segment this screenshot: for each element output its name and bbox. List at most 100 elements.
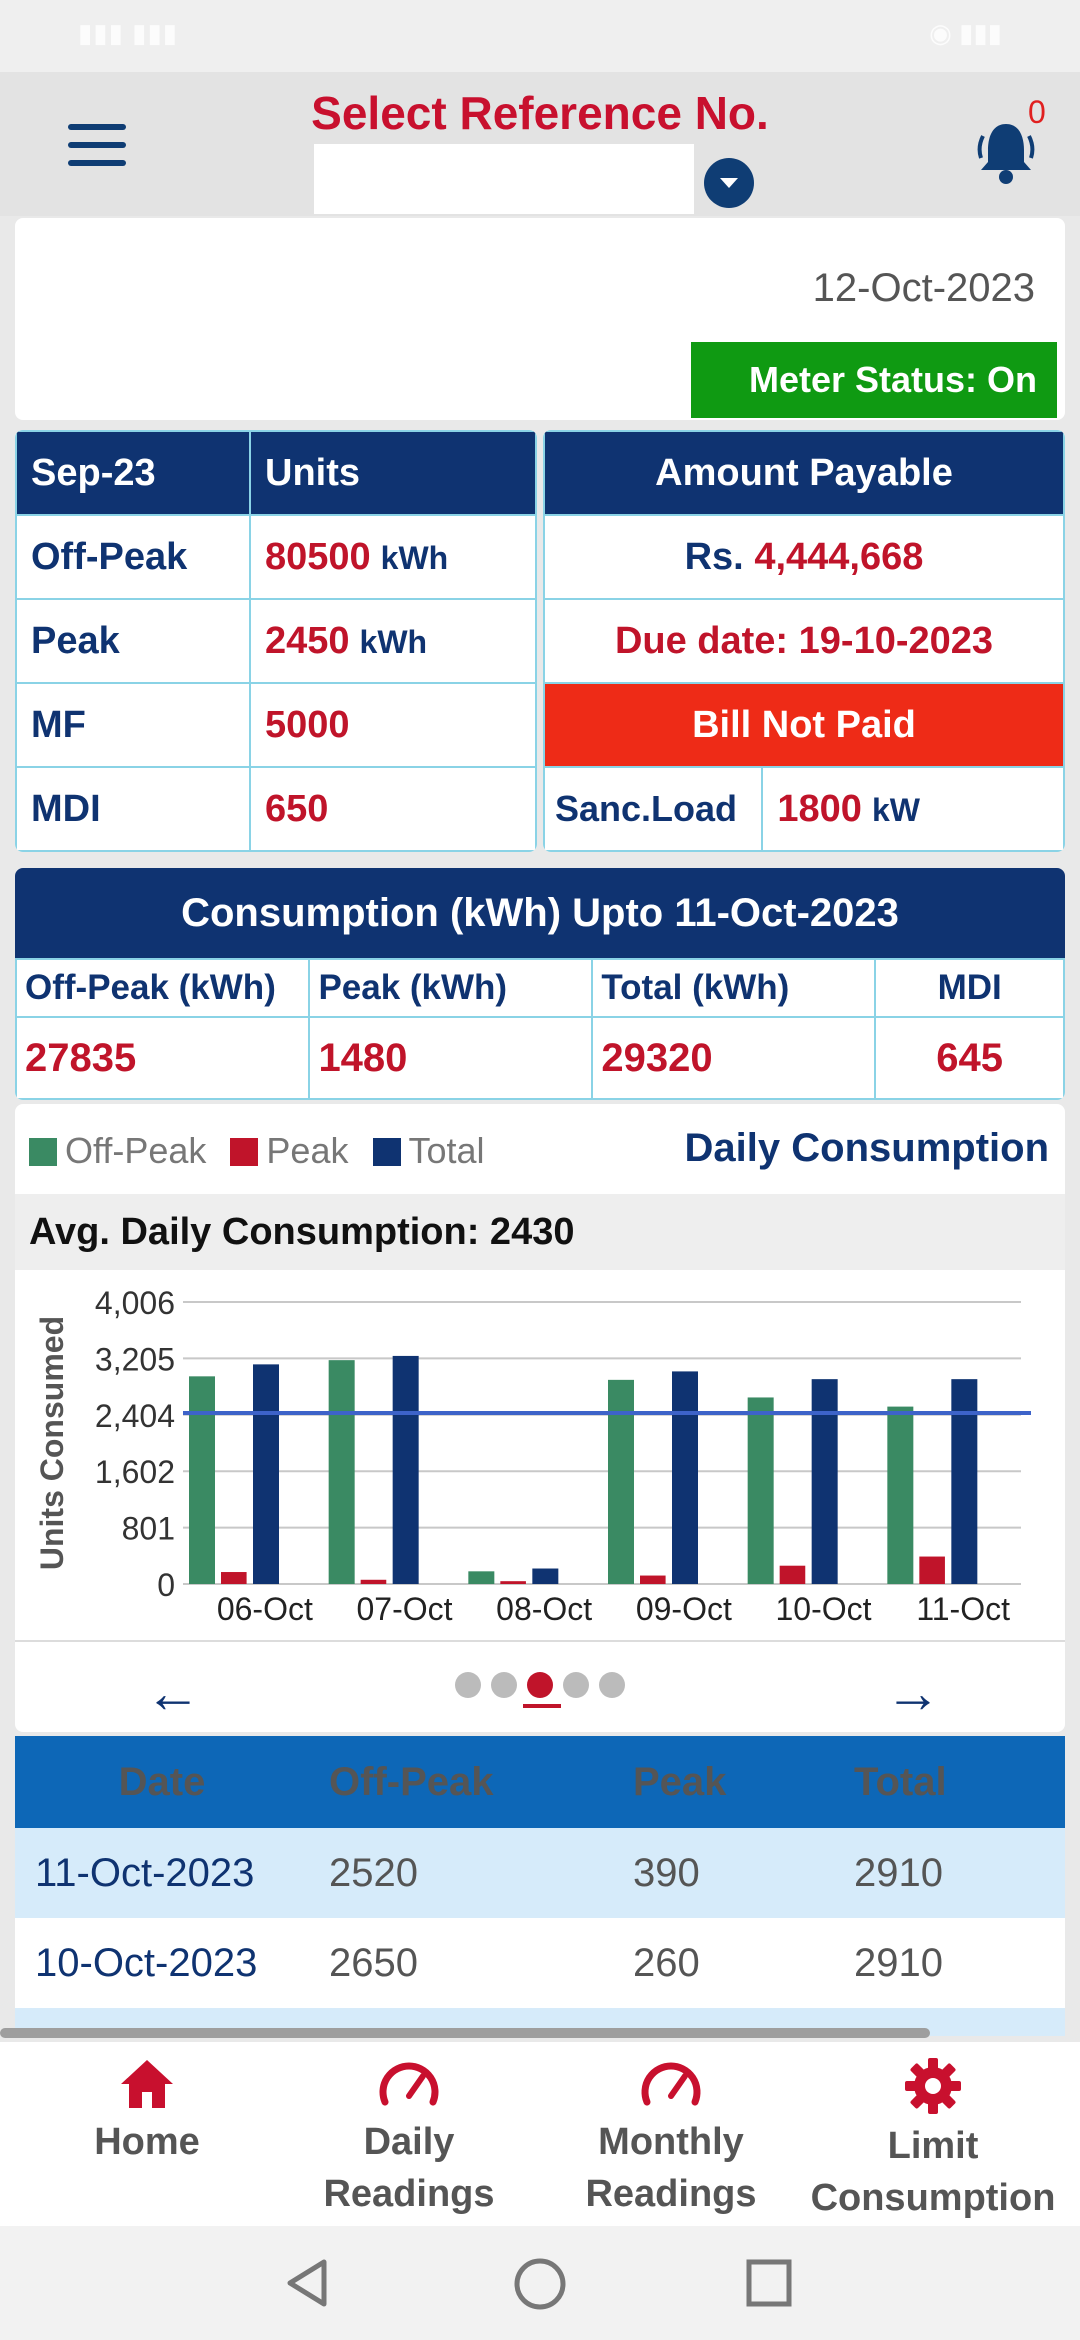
bill-status-badge: Bill Not Paid [543,682,1065,768]
nav-label: Home [94,2121,200,2163]
active-page-underline [523,1704,561,1708]
amount-header: Amount Payable [543,430,1065,516]
page-title: Select Reference No. [311,87,769,139]
home-icon [121,2060,173,2108]
daily-readings-table: Date Off-Peak Peak Total 11-Oct-2023 252… [15,1736,1065,2036]
x-tick-label: 09-Oct [636,1591,732,1627]
daily-consumption-link[interactable]: Daily Consumption [684,1126,1049,1170]
daily-consumption-chart: 0 801 1,602 2,404 3,205 4,006 Units Consumed 06… [34,1285,1031,1627]
bar-total [951,1379,978,1584]
legend-item: Total [372,1130,485,1171]
legend-item: Off-Peak [29,1130,206,1171]
page-dot[interactable] [563,1672,589,1698]
gauge-icon [379,2062,439,2106]
nav-monthly-readings[interactable]: Monthly Readings [546,2056,796,2220]
table-row[interactable]: 10-Oct-2023 2650 260 2910 [15,1918,1065,2008]
bar-total [532,1568,559,1584]
row-total: 2910 [834,1828,1065,1918]
y-tick-label: 1,602 [95,1454,175,1490]
bar-peak [919,1556,945,1584]
status-icons: ◉ ▮▮▮ [929,18,1002,48]
units-row-value: 80500 kWh [249,514,537,600]
legend-item: Peak [230,1130,348,1171]
y-tick-label: 4,006 [95,1285,175,1321]
consumption-header: Peak (kWh) [308,958,594,1018]
nav-limit-consumption[interactable]: Limit Consumption [808,2056,1058,2224]
bar-peak [640,1575,666,1584]
page-dot[interactable] [599,1672,625,1698]
units-row-value: 2450 kWh [249,598,537,684]
nav-daily-readings[interactable]: Daily Readings [284,2056,534,2220]
consumption-header: MDI [874,958,1065,1018]
status-bar: ▮▮▮ ▮▮▮ ◉ ▮▮▮ [0,0,1080,72]
row-peak: 260 [633,1940,700,1985]
nav-home[interactable]: Home [22,2056,272,2168]
chevron-down-icon[interactable] [704,158,754,208]
bar-offpeak [608,1379,634,1584]
nav-label: Monthly [598,2121,744,2163]
units-row-label: MDI [15,766,251,852]
sanc-load-label: Sanc.Load [543,766,764,852]
bar-peak [500,1581,526,1584]
consumption-title: Consumption (kWh) Upto 11-Oct-2023 [15,868,1065,958]
daily-header: Off-Peak [329,1759,494,1804]
bar-offpeak [189,1376,215,1584]
page-indicator [455,1672,635,1703]
bar-offpeak [747,1397,774,1584]
arrow-right-icon[interactable]: → [885,1661,941,1724]
notification-count: 0 [1028,94,1046,130]
recents-icon[interactable] [744,2256,794,2310]
x-tick-label: 06-Oct [217,1591,313,1627]
bottom-navigation: Home Daily Readings Monthly Readings [0,2042,1080,2226]
nav-label: Limit [887,2125,979,2167]
daily-header: Total [854,1759,947,1804]
daily-header: Date [118,1759,206,1804]
current-date: 12-Oct-2023 [812,266,1035,310]
consumption-value: 29320 [591,1016,877,1100]
bar-peak [221,1572,247,1584]
chart-card: Off-Peak Peak Total Daily Consumption Av… [15,1104,1065,1732]
page-dot[interactable] [455,1672,481,1698]
back-icon[interactable] [282,2256,332,2310]
home-circle-icon[interactable] [512,2256,568,2312]
avg-daily-consumption: Avg. Daily Consumption: 2430 [15,1194,1065,1270]
y-tick-label: 3,205 [95,1341,175,1377]
sanc-load-value: 1800 kW [761,766,1065,852]
arrow-left-icon[interactable]: ← [145,1661,201,1724]
units-row-label: Off-Peak [15,514,251,600]
menu-icon[interactable] [68,124,126,168]
signal-icons: ▮▮▮ ▮▮▮ [78,18,179,48]
nav-label: Consumption [810,2177,1056,2219]
gear-icon [905,2058,961,2114]
units-header: Units [249,430,537,516]
amount-payable-table: Amount Payable Rs. 4,444,668 Due date: 1… [543,430,1065,852]
units-row-label: Peak [15,598,251,684]
summary-card: 12-Oct-2023 Meter Status: On [15,218,1065,420]
consumption-card: Consumption (kWh) Upto 11-Oct-2023 Off-P… [15,868,1065,1100]
x-tick-label: 11-Oct [916,1591,1010,1627]
table-row[interactable]: 11-Oct-2023 2520 390 2910 [15,1828,1065,1918]
horizontal-scrollbar[interactable] [0,2028,930,2038]
amount-value: Rs. 4,444,668 [543,514,1065,600]
y-axis-label: Units Consumed [34,1316,70,1570]
meter-status-badge: Meter Status: On [691,342,1057,418]
consumption-value: 27835 [15,1016,311,1100]
row-date: 10-Oct-2023 [35,1940,258,1985]
row-offpeak: 2520 [309,1828,603,1918]
units-row-label: MF [15,682,251,768]
bar-total [392,1355,419,1584]
page-dot[interactable] [527,1672,553,1698]
row-date: 11-Oct-2023 [15,1828,309,1918]
row-offpeak: 2650 [329,1940,418,1985]
consumption-value: 1480 [308,1016,594,1100]
consumption-header: Total (kWh) [591,958,877,1018]
x-tick-label: 07-Oct [356,1591,452,1627]
x-tick-label: 08-Oct [496,1591,592,1627]
bar-total [811,1379,838,1584]
bell-icon[interactable] [976,116,1036,186]
consumption-header: Off-Peak (kWh) [15,958,311,1018]
bar-offpeak [887,1406,914,1584]
page-dot[interactable] [491,1672,517,1698]
reference-select[interactable] [314,144,694,214]
consumption-value: 645 [874,1016,1065,1100]
